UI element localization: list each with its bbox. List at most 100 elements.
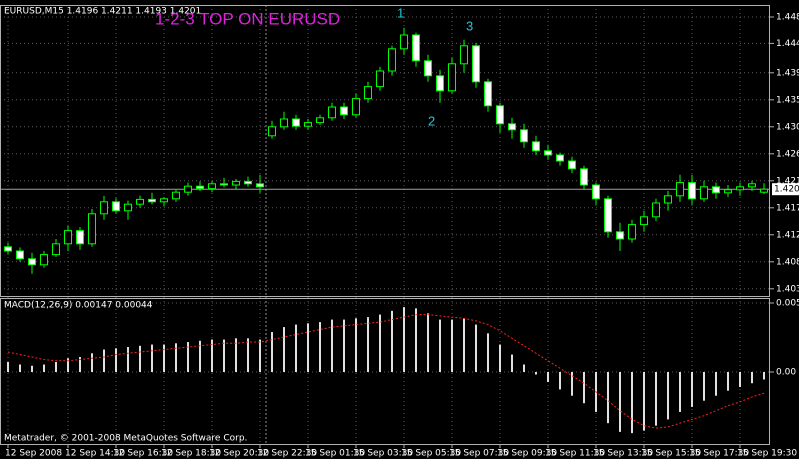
histogram-bar <box>631 371 633 434</box>
histogram-bar <box>607 371 609 424</box>
y-tick-label: 1.4305 <box>776 122 799 132</box>
candle-body <box>328 106 336 119</box>
candle-body <box>256 183 264 188</box>
histogram-bar <box>55 362 57 372</box>
histogram-bar <box>7 362 9 372</box>
histogram-bar <box>715 371 717 396</box>
y-tick-label: 1.4215 <box>776 176 799 186</box>
histogram-bar <box>235 338 237 372</box>
x-tick-label: 12 Sep 20:30 <box>209 449 269 459</box>
candle-body <box>40 254 48 266</box>
candle-body <box>4 246 12 252</box>
histogram-bar <box>691 371 693 407</box>
histogram-bar <box>739 371 741 387</box>
histogram-bar <box>307 323 309 372</box>
histogram-bar <box>643 371 645 431</box>
y-tick-label: 1.4170 <box>776 203 799 213</box>
x-tick-label: 12 Sep 22:30 <box>257 449 317 459</box>
copyright: Metatrader, © 2001-2008 MetaQuotes Softw… <box>4 434 247 444</box>
histogram-bar <box>139 345 141 372</box>
histogram-bar <box>679 371 681 412</box>
histogram-bar <box>271 332 273 372</box>
y-tick-label: 1.4444 <box>776 39 799 49</box>
histogram-bar <box>571 371 573 396</box>
histogram-bar <box>367 317 369 372</box>
candle-body <box>364 86 372 100</box>
y-tick-label: 1.4350 <box>776 95 799 105</box>
candle-body <box>580 168 588 186</box>
candle-body <box>424 60 432 77</box>
candle-body <box>400 34 408 50</box>
candle-body <box>28 258 36 266</box>
histogram-bar <box>763 371 765 380</box>
y-tick-label: 0.00553 <box>776 298 799 308</box>
y-tick-label: 1.4125 <box>776 230 799 240</box>
candle-body <box>724 189 732 194</box>
histogram-bar <box>187 342 189 372</box>
symbol-header: EURUSD,M15 1.4196 1.4211 1.4193 1.4201 <box>4 7 201 17</box>
candle-body <box>160 198 168 203</box>
histogram-bar <box>463 318 465 372</box>
candle-body <box>544 150 552 156</box>
candle-body <box>16 250 24 260</box>
x-tick-label: 15 Sep 15:30 <box>641 449 701 459</box>
candle-body <box>520 129 528 143</box>
histogram-bar <box>103 349 105 372</box>
candle-body <box>412 34 420 62</box>
x-tick-label: 15 Sep 13:30 <box>593 449 653 459</box>
histogram-bar <box>379 314 381 372</box>
candle-body <box>676 182 684 197</box>
x-tick-label: 12 Sep 16:30 <box>113 449 173 459</box>
x-tick-label: 15 Sep 19:30 <box>737 449 797 459</box>
macd-frame <box>0 298 770 445</box>
histogram-bar <box>259 339 261 372</box>
candle-body <box>568 160 576 170</box>
histogram-bar <box>751 371 753 384</box>
candle-body <box>376 70 384 88</box>
histogram-bar <box>247 338 249 372</box>
candle-body <box>388 48 396 72</box>
candle-body <box>316 117 324 124</box>
candle-body <box>100 201 108 215</box>
candle-body <box>148 198 156 203</box>
candle-body <box>748 183 756 188</box>
histogram-bar <box>703 371 705 401</box>
x-tick-label: 12 Sep 18:30 <box>161 449 221 459</box>
candle-body <box>532 141 540 152</box>
histogram-bar <box>319 322 321 372</box>
candle-body <box>604 198 612 233</box>
candle-body <box>232 180 240 186</box>
candle-body <box>88 213 96 245</box>
histogram-bar <box>427 313 429 372</box>
candle-body <box>208 183 216 190</box>
candle-body <box>268 126 276 137</box>
y-tick-label: 1.4080 <box>776 257 799 267</box>
candle-body <box>172 191 180 200</box>
histogram-bar <box>655 371 657 426</box>
candle-body <box>112 201 120 212</box>
histogram-bar <box>199 340 201 372</box>
x-tick-label: 15 Sep 01:30 <box>305 449 365 459</box>
x-tick-label: 15 Sep 11:30 <box>545 449 605 459</box>
marks-layer <box>4 27 768 434</box>
histogram-bar <box>19 364 21 372</box>
histogram-bar <box>727 371 729 391</box>
histogram-bar <box>211 339 213 372</box>
candle-body <box>712 186 720 194</box>
candle-body <box>760 188 768 193</box>
y-tick-label: 1.4260 <box>776 149 799 159</box>
histogram-bar <box>283 327 285 372</box>
histogram-bar <box>31 365 33 372</box>
histogram-bar <box>67 358 69 372</box>
y-tick-label: 0.00 <box>776 367 796 377</box>
candle-body <box>64 230 72 245</box>
histogram-bar <box>175 343 177 372</box>
y-tick-label: 1.4395 <box>776 68 799 78</box>
x-tick-label: 15 Sep 09:30 <box>497 449 557 459</box>
histogram-bar <box>151 344 153 372</box>
candle-body <box>340 106 348 116</box>
candle-body <box>508 123 516 131</box>
histogram-bar <box>403 307 405 372</box>
histogram-bar <box>127 347 129 372</box>
candle-body <box>688 182 696 200</box>
